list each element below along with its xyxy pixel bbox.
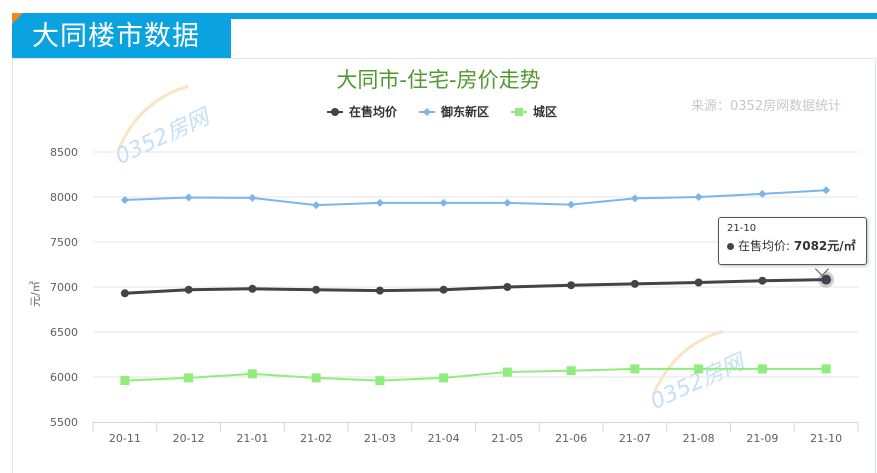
tooltip-series: 在售均价:	[738, 239, 791, 253]
data-point[interactable]	[439, 373, 449, 383]
watermark-logo-icon: 0352房网	[647, 329, 751, 415]
series-line	[124, 189, 827, 207]
tooltip-row: 在售均价: 7082元/㎡	[727, 237, 858, 254]
tooltip-date: 21-10	[727, 223, 757, 234]
header-bar	[12, 13, 877, 19]
y-tick-label: 7000	[50, 281, 78, 294]
data-point[interactable]	[694, 364, 704, 374]
x-tick-label: 21-04	[428, 432, 460, 445]
x-tick-label: 21-06	[555, 432, 587, 445]
x-tick-label: 21-03	[364, 432, 396, 445]
legend-item-yudong[interactable]: 御东新区	[419, 103, 489, 120]
legend-label: 在售均价	[349, 105, 398, 119]
x-tick-label: 21-09	[746, 432, 778, 445]
chart-panel	[12, 58, 876, 473]
data-point[interactable]	[566, 366, 576, 376]
y-tick-label: 8500	[50, 146, 78, 159]
x-tick-label: 21-07	[619, 432, 651, 445]
legend-label: 城区	[533, 105, 558, 119]
data-point[interactable]	[312, 285, 321, 294]
series-line	[124, 367, 827, 382]
data-point[interactable]	[821, 274, 832, 285]
diamond-marker-icon	[419, 107, 436, 116]
data-point[interactable]	[694, 193, 703, 201]
data-point[interactable]	[758, 189, 767, 198]
x-tick-label: 21-10	[810, 432, 842, 445]
data-point[interactable]	[120, 195, 129, 204]
data-point[interactable]	[120, 289, 129, 298]
watermark-logo-icon: 0352房网	[112, 84, 216, 170]
data-point[interactable]	[439, 198, 448, 207]
x-tick-label: 20-12	[173, 432, 205, 445]
data-point[interactable]	[630, 194, 639, 203]
header-title-tab	[12, 13, 231, 58]
x-tick-label: 21-02	[300, 432, 332, 445]
y-tick-label: 6500	[50, 326, 78, 339]
data-point[interactable]	[375, 376, 385, 386]
data-point[interactable]	[567, 281, 576, 290]
page-title: 大同楼市数据	[32, 21, 200, 52]
data-point[interactable]	[120, 376, 130, 386]
y-tick-label: 8000	[50, 191, 78, 204]
data-point[interactable]	[312, 201, 321, 210]
data-point[interactable]	[375, 198, 384, 207]
data-point[interactable]	[822, 186, 831, 195]
data-point[interactable]	[503, 198, 512, 207]
data-point[interactable]	[630, 279, 639, 288]
series-line	[124, 278, 827, 295]
chart-tooltip: 21-10 在售均价: 7082元/㎡	[718, 217, 867, 265]
data-point[interactable]	[311, 373, 321, 383]
data-point[interactable]	[502, 367, 512, 377]
data-point[interactable]	[247, 369, 257, 379]
y-tick-label: 6000	[50, 371, 78, 384]
circle-marker-icon	[327, 107, 343, 116]
square-marker-icon	[511, 107, 528, 116]
x-tick-label: 21-01	[236, 432, 268, 445]
x-tick-label: 21-05	[491, 432, 523, 445]
data-source-note: 来源：0352房网数据统计	[691, 99, 842, 114]
x-tick-label: 21-08	[683, 432, 715, 445]
legend-item-avg-price[interactable]: 在售均价	[327, 103, 397, 120]
y-axis-label: 元/㎡	[28, 281, 42, 307]
data-point[interactable]	[630, 364, 640, 374]
data-point[interactable]	[758, 276, 767, 285]
y-tick-label: 5500	[50, 416, 78, 429]
x-tick-label: 20-11	[109, 432, 141, 445]
data-point[interactable]	[248, 284, 257, 293]
data-point[interactable]	[694, 278, 703, 287]
data-point[interactable]	[184, 285, 193, 294]
data-point[interactable]	[503, 283, 512, 291]
y-tick-label: 7500	[50, 236, 78, 249]
tooltip-value: 7082元/㎡	[793, 239, 856, 253]
data-point[interactable]	[821, 364, 831, 374]
data-point[interactable]	[375, 286, 384, 295]
data-point[interactable]	[184, 373, 194, 383]
data-point[interactable]	[184, 193, 193, 202]
chart-legend: 在售均价 御东新区 城区	[327, 103, 557, 120]
chart-title: 大同市-住宅-房价走势	[336, 68, 541, 92]
data-point[interactable]	[567, 200, 576, 209]
svg-text:0352房网: 0352房网	[647, 349, 751, 415]
data-point[interactable]	[439, 285, 448, 294]
header-corner-accent	[12, 13, 23, 24]
data-point[interactable]	[757, 364, 767, 374]
legend-label: 御东新区	[441, 105, 490, 119]
series-dot-icon	[727, 243, 734, 250]
legend-item-chengqu[interactable]: 城区	[511, 103, 557, 120]
data-point[interactable]	[248, 193, 257, 202]
svg-text:0352房网: 0352房网	[112, 104, 216, 170]
